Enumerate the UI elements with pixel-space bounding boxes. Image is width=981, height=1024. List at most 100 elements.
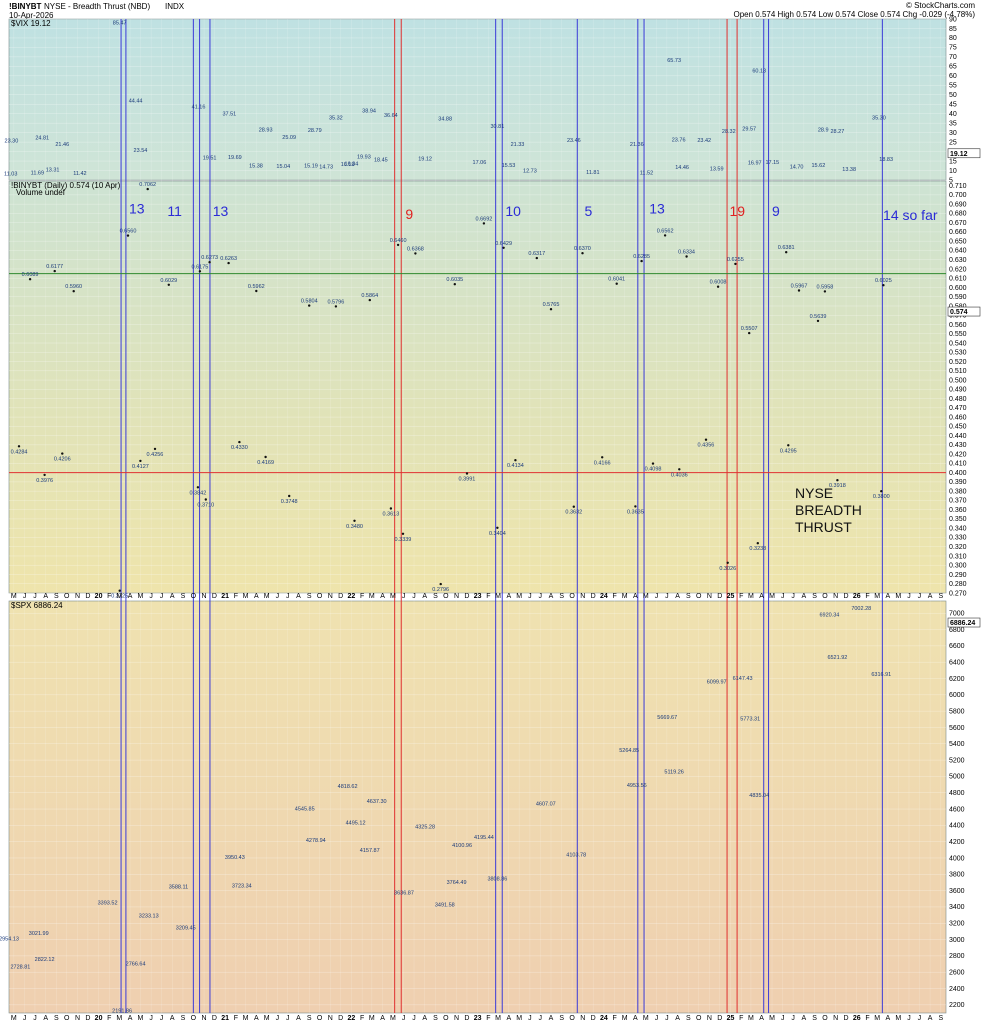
x-tick-label: N xyxy=(580,1015,585,1022)
spx-callout: 6099.97 xyxy=(707,680,727,686)
spx-callout: 3209.45 xyxy=(176,925,196,931)
breadth-callout: 0.4295 xyxy=(780,448,797,454)
breadth-y-tick: 0.490 xyxy=(949,387,967,394)
x-tick-label: J xyxy=(33,1015,37,1022)
breadth-y-tick: 0.440 xyxy=(949,433,967,440)
breadth-callout: 0.6370 xyxy=(574,246,591,252)
x-tick-label: N xyxy=(454,1015,459,1022)
vix-callout: 28.27 xyxy=(831,129,845,135)
breadth-dot xyxy=(734,262,737,266)
spx-callout: 4953.56 xyxy=(627,783,647,789)
x-tick-label: O xyxy=(443,593,449,600)
breadth-callout: 0.5796 xyxy=(327,299,344,305)
breadth-callout: 0.5639 xyxy=(810,314,827,320)
vix-callout: 29.57 xyxy=(742,126,756,132)
breadth-callout: 0.6029 xyxy=(160,278,177,284)
breadth-dot xyxy=(255,289,258,293)
vix-last-value-text: 19.12 xyxy=(950,151,968,158)
vix-callout: 24.81 xyxy=(35,135,49,141)
spx-callout: 2822.12 xyxy=(35,957,55,963)
spx-callout: 7002.28 xyxy=(851,606,871,612)
breadth-callout: 0.3918 xyxy=(829,483,846,489)
spx-callout: 3636.87 xyxy=(394,891,414,897)
vix-callout: 23.46 xyxy=(567,138,581,144)
breadth-callout: 0.3748 xyxy=(281,499,298,505)
breadth-y-tick: 0.660 xyxy=(949,229,967,236)
breadth-dot xyxy=(17,445,21,448)
x-tick-label: J xyxy=(33,593,37,600)
vix-y-tick: 65 xyxy=(949,64,957,71)
x-tick-label: M xyxy=(622,593,628,600)
breadth-dot xyxy=(439,582,442,586)
x-axis-ticks: MMJJJJAASSOONNDD2020FFMMAAMMJJJJAASSOONN… xyxy=(11,593,944,1022)
thrust-count-blue: 11 xyxy=(167,203,182,219)
spx-y-tick: 5800 xyxy=(949,708,965,715)
x-tick-label: N xyxy=(75,1015,80,1022)
chart-date: 10-Apr-2026 xyxy=(9,11,54,20)
x-tick-label: M xyxy=(369,1015,375,1022)
spx-callout: 3764.49 xyxy=(447,880,467,886)
spx-callout: 2191.86 xyxy=(112,1009,132,1015)
x-tick-label: F xyxy=(865,1015,869,1022)
x-tick-label: J xyxy=(149,1015,153,1022)
spx-last-value-box xyxy=(947,617,981,628)
breadth-callout: 0.5958 xyxy=(817,284,834,290)
x-tick-label: F xyxy=(865,593,869,600)
breadth-dot xyxy=(640,259,643,263)
x-tick-label: F xyxy=(613,1015,617,1022)
x-tick-label: J xyxy=(286,593,290,600)
x-tick-label: J xyxy=(402,1015,406,1022)
breadth-y-tick: 0.420 xyxy=(949,451,967,458)
spx-last-value: 6886.24 xyxy=(947,617,981,628)
x-tick-label: A xyxy=(506,593,511,600)
x-tick-label: M xyxy=(495,1015,501,1022)
x-tick-label: A xyxy=(43,593,48,600)
x-tick-label: A xyxy=(633,1015,638,1022)
vix-y-tick: 10 xyxy=(949,168,957,175)
x-tick-label: O xyxy=(696,593,702,600)
breadth-y-tick: 0.610 xyxy=(949,276,967,283)
x-tick-label: 22 xyxy=(348,593,356,600)
vix-callout: 19.51 xyxy=(203,156,217,162)
x-tick-label: D xyxy=(717,593,722,600)
spx-y-tick: 4000 xyxy=(949,855,965,862)
breadth-callout: 0.3635 xyxy=(627,509,644,515)
vix-callout: 23.54 xyxy=(134,148,148,154)
x-tick-label: D xyxy=(212,1015,217,1022)
note-line-1: NYSE xyxy=(795,485,833,501)
spx-callout: 2954.13 xyxy=(0,936,19,942)
vix-panel-bg xyxy=(8,18,947,181)
x-tick-label: 24 xyxy=(600,1015,608,1022)
breadth-last-value-text: 0.574 xyxy=(950,309,968,316)
x-tick-label: M xyxy=(264,1015,270,1022)
note-breadth-thrust: NYSE BREADTH THRUST xyxy=(795,485,862,535)
vix-y-tick: 15 xyxy=(949,158,957,165)
vix-y-tick: 45 xyxy=(949,102,957,109)
breadth-dot xyxy=(496,526,499,529)
vix-callout: 38.94 xyxy=(362,109,376,115)
spx-callout: 5264.85 xyxy=(619,748,639,754)
x-tick-label: S xyxy=(812,1015,817,1022)
x-tick-label: A xyxy=(802,593,807,600)
x-tick-label: S xyxy=(433,1015,438,1022)
spx-y-tick: 2800 xyxy=(949,953,965,960)
vix-y-tick: 35 xyxy=(949,120,957,127)
spx-last-value-text: 6886.24 xyxy=(950,620,975,627)
spx-callout: 4157.87 xyxy=(360,848,380,854)
thrust-count-blue: 14 so far xyxy=(883,207,938,223)
spx-callout: 5119.26 xyxy=(664,770,683,776)
breadth-dot xyxy=(756,542,759,545)
breadth-dot xyxy=(288,494,291,498)
x-tick-label: M xyxy=(138,1015,144,1022)
vix-callout: 15.38 xyxy=(249,163,263,169)
spx-callout: 4607.07 xyxy=(536,801,556,807)
x-tick-label: N xyxy=(833,1015,838,1022)
breadth-last-value: 0.574 xyxy=(947,306,981,317)
breadth-y-tick: 0.710 xyxy=(949,183,967,190)
x-tick-label: M xyxy=(769,593,775,600)
spx-callout: 4103.78 xyxy=(566,853,586,859)
breadth-y-tick: 0.340 xyxy=(949,525,967,532)
thrust-count-blue: 5 xyxy=(585,203,593,219)
breadth-callout: 0.2796 xyxy=(432,587,449,593)
